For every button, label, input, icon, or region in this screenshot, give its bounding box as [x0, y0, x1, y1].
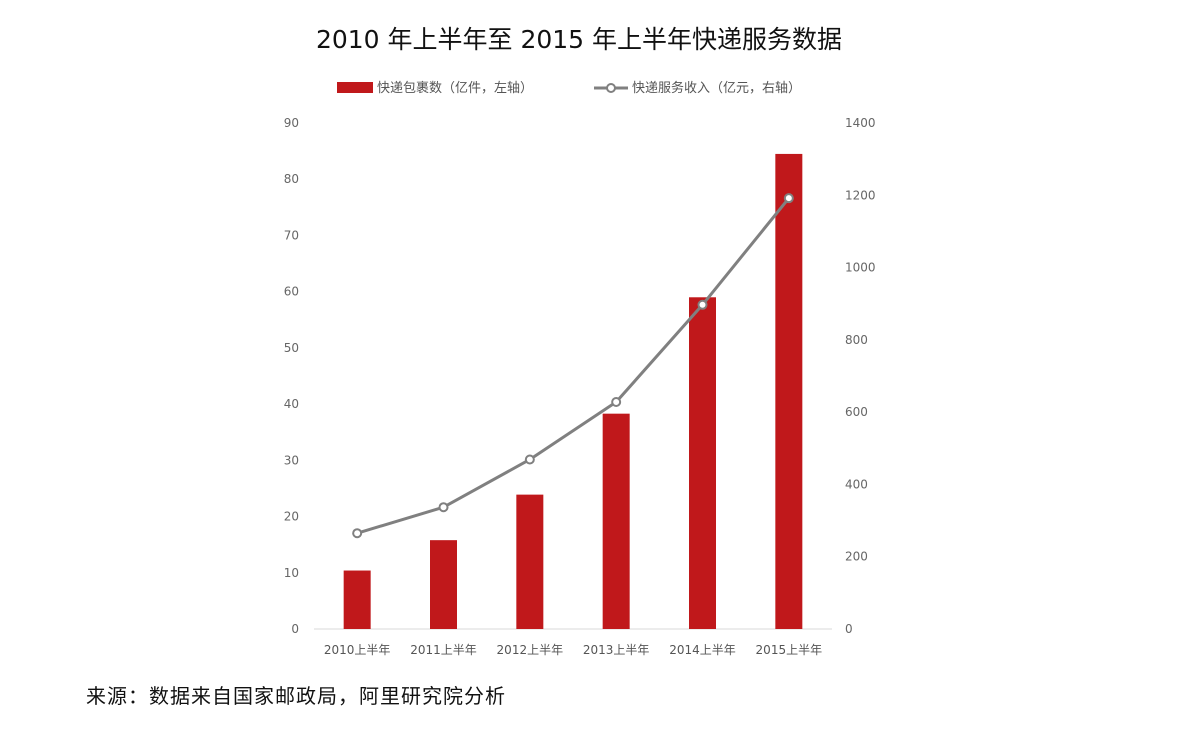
- x-axis: 2010上半年 2011上半年 2012上半年 2013上半年 2014上半年 2015上…: [324, 643, 822, 657]
- y-right-tick-label: 200: [845, 550, 868, 564]
- source-note: 来源：数据来自国家邮政局，阿里研究院分析: [86, 684, 506, 708]
- y-left-tick-label: 10: [284, 566, 299, 580]
- y-left-tick-label: 40: [284, 397, 299, 411]
- x-tick-label: 2010上半年: [324, 643, 391, 657]
- x-tick-label: 2013上半年: [583, 643, 650, 657]
- legend-swatch-bars: [337, 82, 373, 93]
- y-left-tick-label: 50: [284, 341, 299, 355]
- x-tick-label: 2015上半年: [756, 643, 823, 657]
- y-axis-right: 0 200 400 600 800 1000 1200 1400: [845, 116, 876, 636]
- legend-marker-line: [606, 83, 616, 93]
- bar: [516, 494, 544, 629]
- x-tick-label: 2014上半年: [669, 643, 736, 657]
- legend-label-bars: 快递包裹数（亿件，左轴）: [377, 81, 533, 96]
- bar: [343, 570, 371, 629]
- y-axis-left: 0 10 20 30 40 50 60 70 80 90: [284, 116, 299, 636]
- bar: [689, 297, 716, 629]
- line-point: [611, 397, 622, 408]
- y-right-tick-label: 600: [845, 405, 868, 419]
- chart-title: 2010 年上半年至 2015 年上半年快递服务数据: [316, 25, 842, 54]
- x-tick-label: 2012上半年: [497, 643, 564, 657]
- y-right-tick-label: 1200: [845, 188, 876, 202]
- bar: [430, 540, 457, 629]
- y-right-tick-label: 1000: [845, 261, 876, 275]
- line-series: [352, 193, 794, 539]
- y-left-tick-label: 80: [284, 172, 299, 186]
- y-left-tick-label: 0: [291, 622, 299, 636]
- line-point: [524, 454, 535, 465]
- line-point: [352, 528, 363, 539]
- line-point: [438, 502, 449, 513]
- legend-label-line: 快递服务收入（亿元，右轴）: [632, 80, 801, 96]
- y-right-tick-label: 1400: [845, 116, 876, 130]
- y-left-tick-label: 90: [284, 116, 299, 130]
- line-point: [697, 299, 708, 310]
- y-right-tick-label: 400: [845, 477, 868, 491]
- y-right-tick-label: 800: [845, 333, 868, 347]
- y-left-tick-label: 70: [284, 228, 299, 242]
- bar-series: [343, 153, 803, 629]
- legend: 快递包裹数（亿件，左轴） 快递服务收入（亿元，右轴）: [337, 80, 801, 96]
- combo-chart: 2010 年上半年至 2015 年上半年快递服务数据 快递包裹数（亿件，左轴） …: [284, 25, 876, 657]
- series-line: [356, 197, 790, 535]
- line-point: [783, 193, 794, 204]
- x-tick-label: 2011上半年: [410, 643, 477, 657]
- bar: [775, 153, 803, 629]
- y-left-tick-label: 60: [284, 285, 299, 299]
- y-left-tick-label: 30: [284, 453, 299, 467]
- y-right-tick-label: 0: [845, 622, 853, 636]
- bar: [602, 413, 630, 629]
- y-left-tick-label: 20: [284, 510, 299, 524]
